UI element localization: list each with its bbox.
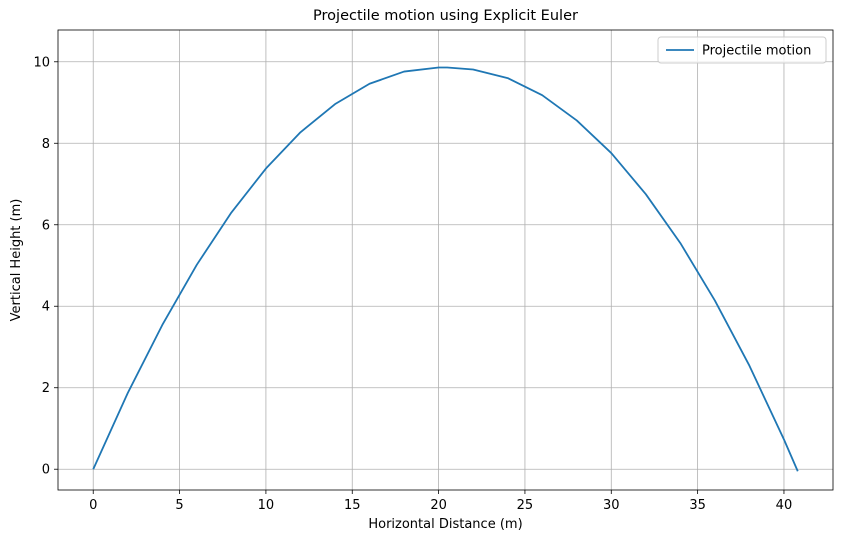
legend-label: Projectile motion <box>702 44 811 59</box>
plot-frame <box>57 29 834 491</box>
y-tick-label: 2 <box>42 381 50 396</box>
y-tick-label: 0 <box>42 463 50 478</box>
chart-title: Projectile motion using Explicit Euler <box>313 8 578 24</box>
x-tick-label: 10 <box>258 498 275 513</box>
y-axis-label: Vertical Height (m) <box>9 199 24 322</box>
ticks: 0 5 10 15 20 25 30 35 40 0 2 4 6 8 10 <box>33 55 792 513</box>
x-tick-label: 20 <box>430 498 447 513</box>
legend-box <box>657 36 827 64</box>
x-tick-label: 15 <box>344 498 361 513</box>
x-tick-label: 25 <box>517 498 534 513</box>
y-tick-label: 4 <box>42 300 50 315</box>
x-tick-label: 5 <box>175 498 183 513</box>
series-line <box>92 66 799 472</box>
x-tick-label: 35 <box>689 498 706 513</box>
y-tick-label: 6 <box>42 218 50 233</box>
x-tick-label: 30 <box>603 498 620 513</box>
x-tick-label: 40 <box>776 498 793 513</box>
grid <box>58 30 833 490</box>
x-axis-label: Horizontal Distance (m) <box>368 517 522 532</box>
y-tick-label: 8 <box>42 137 50 152</box>
legend: Projectile motion <box>657 36 827 64</box>
x-tick-label: 0 <box>89 498 97 513</box>
y-tick-label: 10 <box>33 55 50 70</box>
plot-lines <box>92 66 799 472</box>
